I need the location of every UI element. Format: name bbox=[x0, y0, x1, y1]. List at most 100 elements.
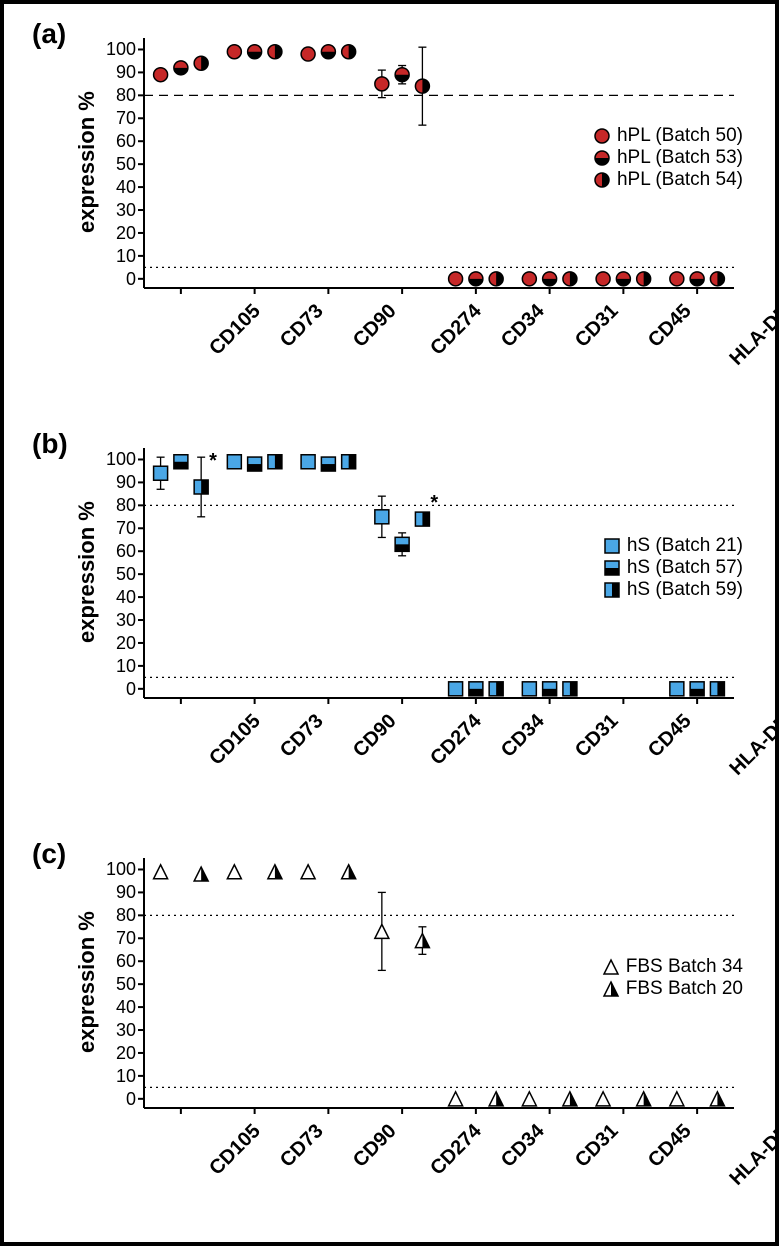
data-marker bbox=[489, 1092, 503, 1106]
data-marker bbox=[248, 457, 262, 471]
y-tick-label: 100 bbox=[96, 39, 136, 60]
x-tick-label: CD274 bbox=[426, 710, 486, 770]
data-marker bbox=[227, 455, 241, 469]
data-marker bbox=[301, 47, 315, 61]
data-marker bbox=[194, 56, 208, 70]
x-tick-label: CD90 bbox=[349, 300, 401, 352]
x-tick-label: CD90 bbox=[349, 1120, 401, 1172]
y-tick-label: 50 bbox=[96, 154, 136, 175]
data-marker bbox=[342, 455, 356, 469]
y-tick-label: 80 bbox=[96, 495, 136, 516]
data-marker bbox=[543, 272, 557, 286]
data-marker bbox=[375, 924, 389, 938]
data-marker bbox=[616, 272, 630, 286]
data-marker bbox=[469, 272, 483, 286]
data-marker bbox=[194, 480, 208, 494]
data-marker bbox=[637, 1092, 651, 1106]
legend-marker-icon bbox=[603, 559, 621, 577]
x-tick-label: CD31 bbox=[571, 300, 623, 352]
x-tick-label: CD45 bbox=[644, 1120, 696, 1172]
y-tick-label: 90 bbox=[96, 472, 136, 493]
y-tick-label: 10 bbox=[96, 246, 136, 267]
data-marker bbox=[268, 45, 282, 59]
data-marker bbox=[596, 1092, 610, 1106]
significance-annotation: * bbox=[209, 450, 217, 472]
chart-panel-a: (a)expression %0102030405060708090100CD1… bbox=[4, 14, 775, 414]
legend-marker-icon bbox=[593, 171, 611, 189]
data-marker bbox=[194, 867, 208, 881]
legend-marker-icon bbox=[603, 537, 621, 555]
legend-item: FBS Batch 20 bbox=[602, 978, 743, 1000]
y-tick-label: 80 bbox=[96, 85, 136, 106]
data-marker bbox=[710, 272, 724, 286]
data-marker bbox=[154, 865, 168, 879]
y-tick-label: 70 bbox=[96, 518, 136, 539]
legend-label: hS (Batch 21) bbox=[627, 535, 743, 557]
data-marker bbox=[227, 865, 241, 879]
y-tick-label: 30 bbox=[96, 200, 136, 221]
panel-label-a: (a) bbox=[32, 18, 66, 50]
data-marker bbox=[174, 455, 188, 469]
legend-label: hS (Batch 59) bbox=[627, 579, 743, 601]
data-marker bbox=[321, 457, 335, 471]
data-marker bbox=[670, 1092, 684, 1106]
data-marker bbox=[522, 682, 536, 696]
legend-label: hPL (Batch 54) bbox=[617, 169, 743, 191]
legend-marker-icon bbox=[593, 149, 611, 167]
x-tick-label: HLA-DR bbox=[726, 300, 779, 370]
data-marker bbox=[174, 61, 188, 75]
x-tick-label: CD34 bbox=[497, 710, 549, 762]
data-marker bbox=[670, 272, 684, 286]
panel-label-c: (c) bbox=[32, 838, 66, 870]
y-tick-label: 70 bbox=[96, 928, 136, 949]
data-marker bbox=[563, 682, 577, 696]
x-tick-label: CD105 bbox=[205, 300, 265, 360]
legend-marker-icon bbox=[593, 127, 611, 145]
y-tick-label: 40 bbox=[96, 997, 136, 1018]
data-marker bbox=[543, 682, 557, 696]
y-tick-label: 50 bbox=[96, 974, 136, 995]
data-marker bbox=[415, 79, 429, 93]
legend-marker-icon bbox=[603, 581, 621, 599]
y-tick-label: 90 bbox=[96, 882, 136, 903]
data-marker bbox=[375, 77, 389, 91]
panel-label-b: (b) bbox=[32, 428, 68, 460]
data-marker bbox=[522, 1092, 536, 1106]
x-tick-label: CD34 bbox=[497, 300, 549, 352]
legend: hS (Batch 21)hS (Batch 57)hS (Batch 59) bbox=[603, 535, 743, 601]
legend-label: hPL (Batch 53) bbox=[617, 147, 743, 169]
data-marker bbox=[489, 272, 503, 286]
data-marker bbox=[395, 68, 409, 82]
x-tick-label: CD274 bbox=[426, 1120, 486, 1180]
x-tick-label: CD73 bbox=[276, 300, 328, 352]
data-marker bbox=[449, 272, 463, 286]
x-tick-label: CD105 bbox=[205, 710, 265, 770]
data-marker bbox=[690, 682, 704, 696]
chart-panel-c: (c)expression %0102030405060708090100CD1… bbox=[4, 834, 775, 1234]
significance-annotation: * bbox=[430, 492, 438, 514]
data-marker bbox=[710, 682, 724, 696]
legend-label: hS (Batch 57) bbox=[627, 557, 743, 579]
legend: hPL (Batch 50)hPL (Batch 53)hPL (Batch 5… bbox=[593, 125, 743, 191]
data-marker bbox=[342, 865, 356, 879]
legend-item: hS (Batch 59) bbox=[603, 579, 743, 601]
data-marker bbox=[268, 455, 282, 469]
legend-label: FBS Batch 20 bbox=[626, 978, 743, 1000]
data-marker bbox=[415, 934, 429, 948]
y-tick-label: 100 bbox=[96, 449, 136, 470]
figure-border: (a)expression %0102030405060708090100CD1… bbox=[0, 0, 779, 1246]
y-tick-label: 60 bbox=[96, 131, 136, 152]
data-marker bbox=[596, 272, 610, 286]
legend-label: hPL (Batch 50) bbox=[617, 125, 743, 147]
data-marker bbox=[154, 466, 168, 480]
y-tick-label: 0 bbox=[96, 1089, 136, 1110]
y-tick-label: 100 bbox=[96, 859, 136, 880]
y-tick-label: 70 bbox=[96, 108, 136, 129]
y-tick-label: 80 bbox=[96, 905, 136, 926]
data-marker bbox=[522, 272, 536, 286]
x-tick-label: CD34 bbox=[497, 1120, 549, 1172]
x-tick-label: CD90 bbox=[349, 710, 401, 762]
legend-item: hS (Batch 21) bbox=[603, 535, 743, 557]
y-tick-label: 10 bbox=[96, 656, 136, 677]
legend: FBS Batch 34FBS Batch 20 bbox=[602, 956, 743, 1000]
